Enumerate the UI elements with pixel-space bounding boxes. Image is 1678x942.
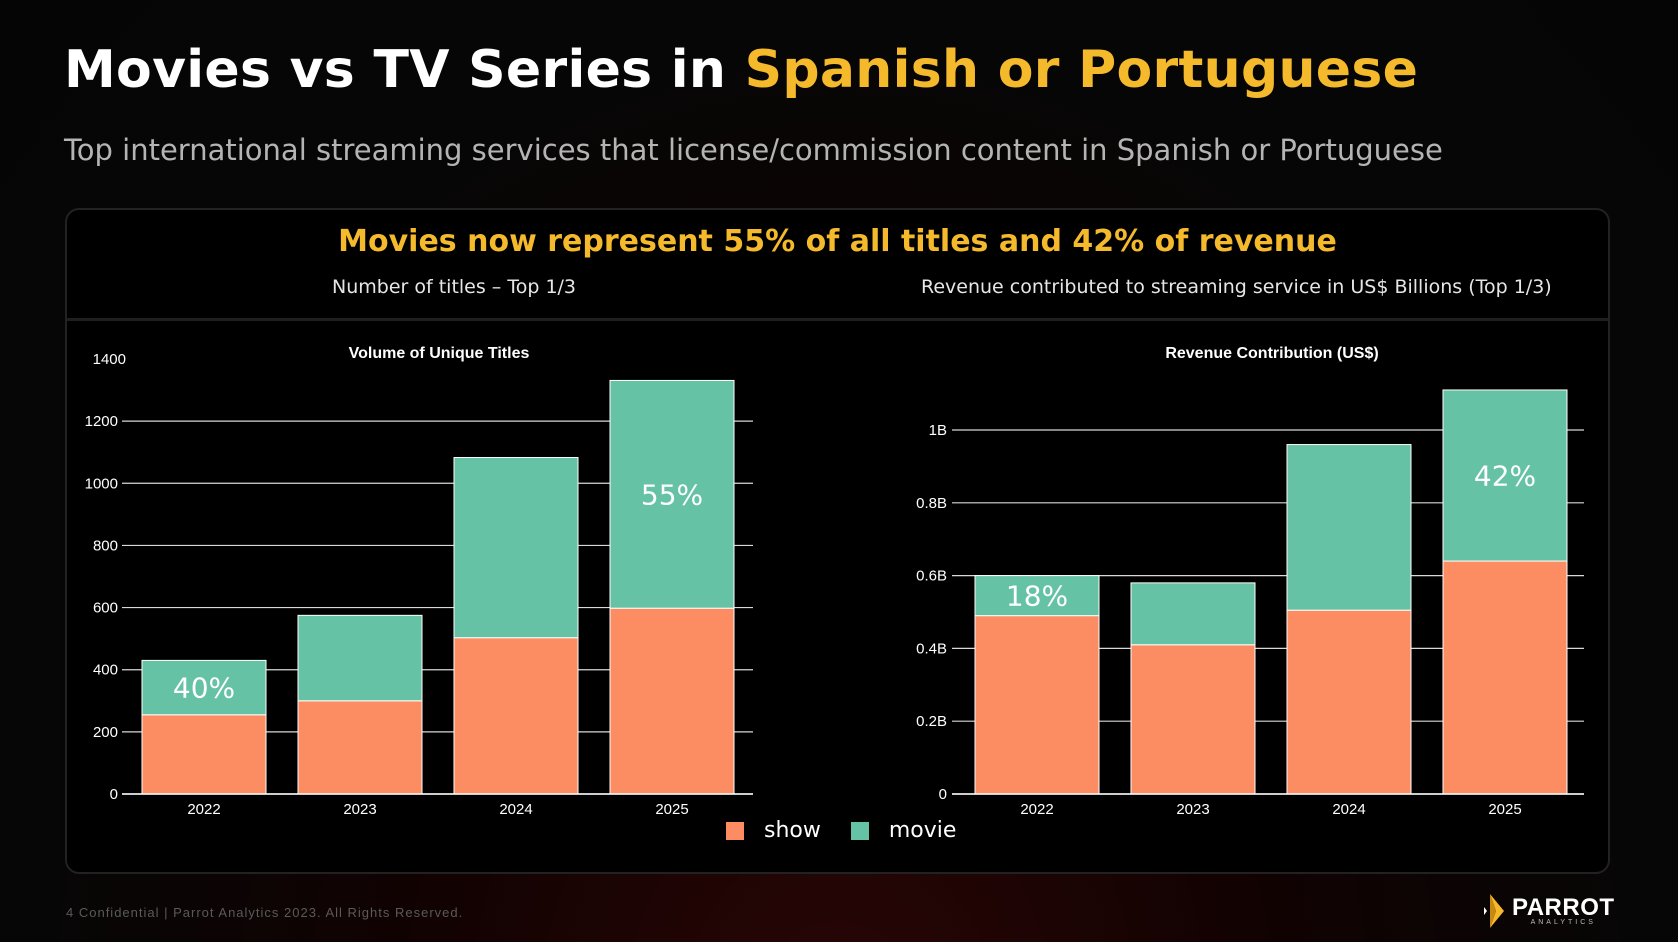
title-main: Movies vs TV Series in: [64, 40, 745, 100]
titles-bar-show-2023: [297, 700, 423, 795]
page-title: Movies vs TV Series in Spanish or Portug…: [64, 40, 1418, 100]
revenue-ytick-label: 1B: [929, 422, 947, 439]
titles-bar-movie-2024: [453, 456, 579, 639]
titles-ytick-label: 200: [93, 724, 118, 741]
right-chart-caption: Revenue contributed to streaming service…: [921, 276, 1552, 298]
revenue-bar-movie-2023: [1130, 582, 1256, 646]
titles-xtick-label: 2024: [499, 801, 532, 818]
titles-ytick-label: 0: [110, 786, 118, 803]
revenue-bar-show-2025: [1442, 560, 1568, 795]
titles-xtick-label: 2022: [187, 801, 220, 818]
titles-chart-title: Volume of Unique Titles: [349, 345, 530, 362]
revenue-bar-show-2023: [1130, 644, 1256, 795]
revenue-xtick-label: 2022: [1020, 801, 1053, 818]
revenue-bar-movie-2025: [1442, 389, 1568, 562]
titles-ytick-label: 600: [93, 600, 118, 617]
titles-chart: Volume of Unique Titles 0 200 400 600 800 1000…: [85, 345, 1584, 818]
revenue-chart-title: Revenue Contribution (US$): [1165, 345, 1378, 362]
chart-panel: Movies now represent 55% of all titles a…: [65, 208, 1610, 874]
revenue-annotation: 18%: [1006, 580, 1068, 613]
titles-annotation: 40%: [173, 672, 235, 705]
revenue-bar-show-2024: [1286, 609, 1412, 795]
panel-headline: Movies now represent 55% of all titles a…: [338, 224, 1337, 259]
parrot-logo-icon: [1484, 894, 1504, 928]
titles-bar-movie-2025: [609, 379, 735, 609]
revenue-ytick-label: 0.8B: [916, 495, 947, 512]
legend-label-movie: movie: [888, 818, 957, 843]
titles-xtick-label: 2025: [655, 801, 688, 818]
titles-ytick-label: 400: [93, 662, 118, 679]
logo-sub: ANALYTICS: [1530, 918, 1596, 926]
legend-swatch-movie: [850, 821, 869, 840]
revenue-xtick-label: 2023: [1176, 801, 1209, 818]
titles-bar-show-2022: [141, 714, 267, 795]
titles-ytick-label: 1400: [93, 351, 126, 368]
titles-ytick-label: 1200: [85, 413, 118, 430]
page-subtitle: Top international streaming services tha…: [64, 133, 1443, 167]
titles-bar-show-2024: [453, 637, 579, 795]
titles-ytick-label: 1000: [85, 475, 118, 492]
legend-item-show[interactable]: show: [726, 818, 821, 843]
legend-swatch-show: [726, 821, 744, 840]
chart-legend: show movie: [726, 818, 986, 843]
panel-divider: [67, 318, 1608, 321]
titles-bar-show-2025: [609, 607, 735, 795]
titles-xtick-label: 2023: [343, 801, 376, 818]
titles-ytick-label: 800: [93, 537, 118, 554]
titles-annotation: 55%: [641, 478, 703, 511]
titles-bar-movie-2023: [297, 614, 423, 702]
titles-bar-movie-2022: [141, 659, 267, 716]
title-highlight: Spanish or Portuguese: [744, 40, 1419, 100]
left-chart-caption: Number of titles – Top 1/3: [332, 276, 577, 298]
revenue-ytick-label: 0: [939, 786, 947, 803]
footer-text: 4 Confidential | Parrot Analytics 2023. …: [66, 905, 464, 920]
revenue-xtick-label: 2025: [1488, 801, 1521, 818]
revenue-bar-movie-2024: [1286, 444, 1412, 611]
revenue-annotation: 42%: [1474, 460, 1536, 493]
revenue-ytick-label: 0.4B: [916, 640, 947, 657]
legend-label-show: show: [764, 818, 821, 843]
parrot-logo: PARROT ANALYTICS: [1482, 890, 1615, 932]
revenue-ytick-label: 0.6B: [916, 568, 947, 585]
logo-word: PARROT: [1512, 893, 1615, 921]
legend-item-movie[interactable]: movie: [850, 818, 957, 843]
revenue-xtick-label: 2024: [1332, 801, 1365, 818]
revenue-bar-show-2022: [974, 615, 1100, 795]
revenue-ytick-label: 0.2B: [916, 713, 947, 730]
revenue-bar-movie-2022: [974, 575, 1100, 617]
